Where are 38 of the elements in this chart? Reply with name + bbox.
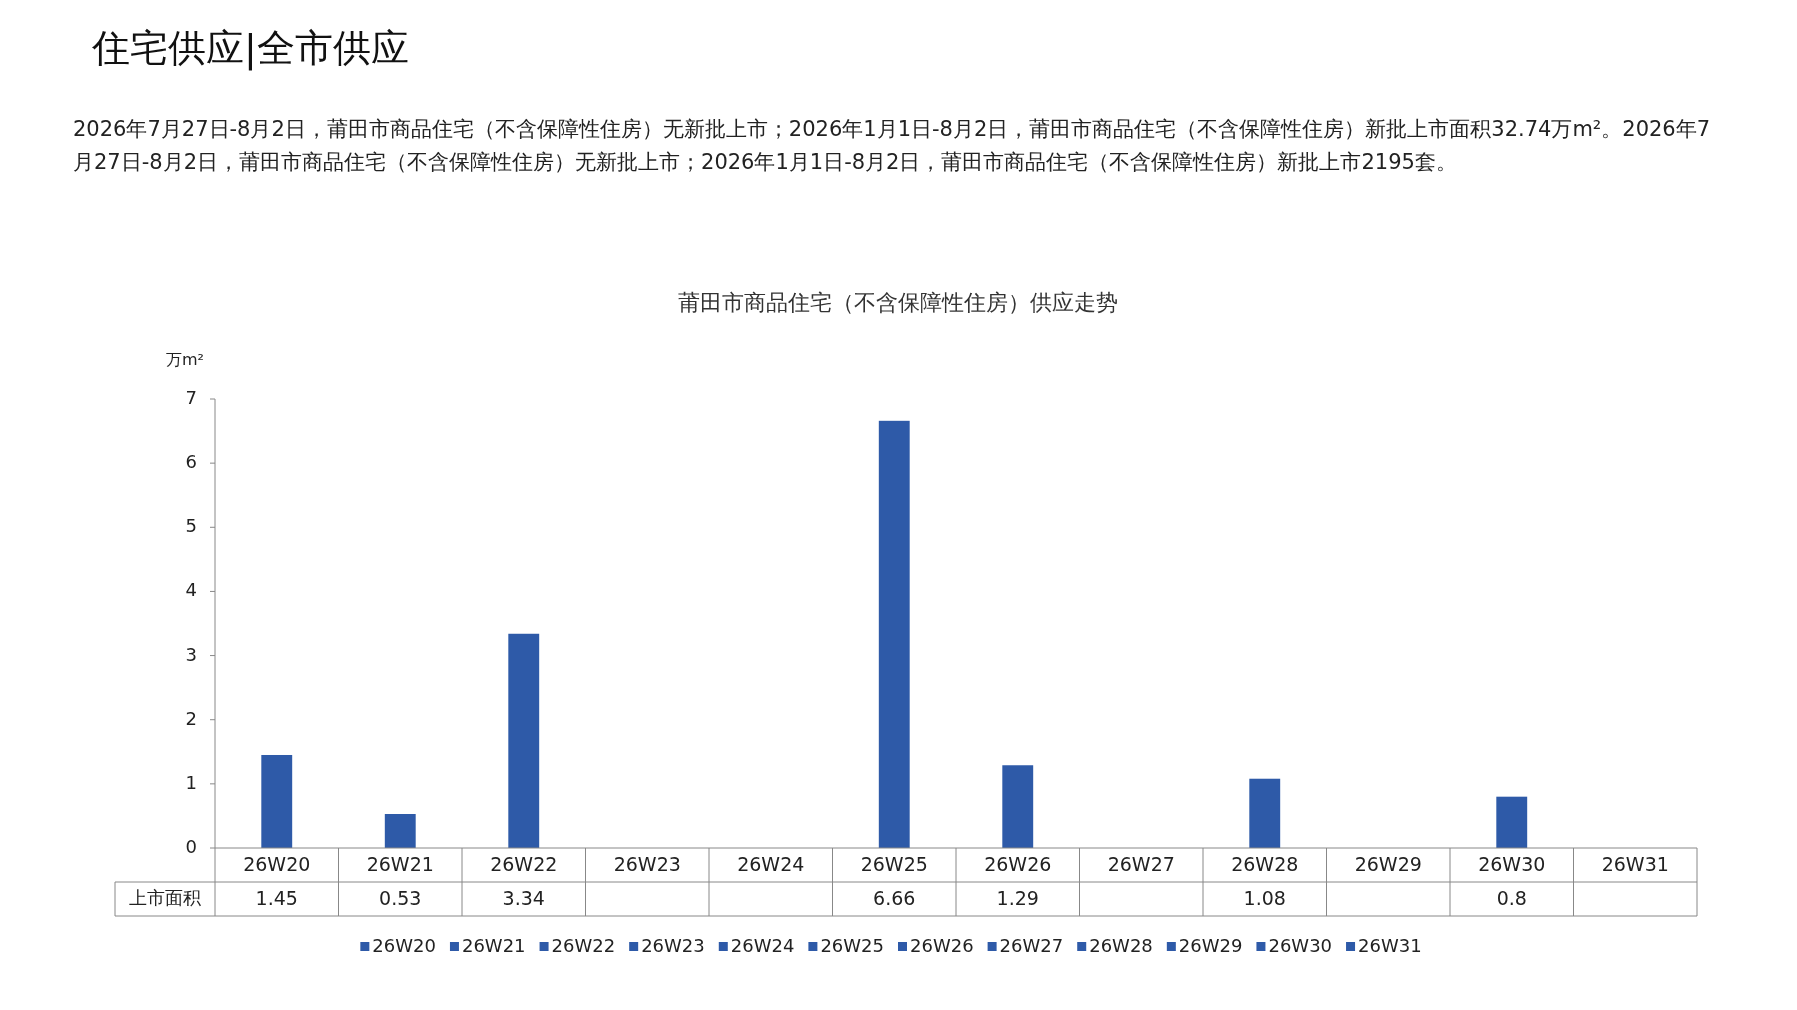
bar — [878, 420, 910, 848]
y-tick-label: 2 — [185, 707, 197, 729]
x-tick-label: 26W28 — [1231, 852, 1299, 875]
x-tick-label: 26W25 — [860, 852, 928, 875]
x-tick-label: 26W23 — [613, 852, 681, 875]
data-label: 3.34 — [502, 886, 545, 909]
bar — [1249, 778, 1281, 848]
y-tick-label: 4 — [185, 579, 197, 601]
y-tick-label: 5 — [185, 515, 197, 537]
x-tick-label: 26W30 — [1478, 852, 1546, 875]
data-label: 0.8 — [1496, 886, 1527, 909]
data-label: 1.08 — [1243, 886, 1286, 909]
bar — [384, 814, 416, 848]
text: 2026年7月27日-8月2日，莆田市商品住宅（不含保障性住房）无新批上市；2026年1月1日-8月2日，莆田市商品住宅（不含保障性住房）新批上市面积32.74万m²。2026年7月27日-8月2日，莆田市商品住宅（不含保障性住房）无新批上市；2026年1月1日-8月2日，莆田市商品住宅（不含保障性住房）新批上市2195套。 — [73, 117, 1711, 174]
x-tick-label: 26W22 — [490, 852, 558, 875]
bar — [1002, 765, 1034, 848]
y-tick-label: 3 — [185, 643, 197, 665]
y-tick-label: 1 — [185, 771, 197, 793]
x-tick-label: 26W21 — [366, 852, 434, 875]
data-label: 6.66 — [873, 886, 916, 909]
y-axis-title: 万m² — [166, 349, 204, 369]
x-tick-label: 26W27 — [1107, 852, 1175, 875]
legend: 26W20 26W21 26W22 26W23 26W24 26W25 26W26 26W27 26W28 26W29 26W30 26W31 — [360, 935, 1422, 956]
text: 住宅供应|全市供应 — [91, 25, 409, 71]
bar — [1496, 796, 1528, 848]
x-tick-label: 26W29 — [1354, 852, 1422, 875]
y-tick-label: 7 — [185, 387, 197, 408]
x-tick-label: 26W20 — [243, 852, 311, 875]
chart-title: 莆田市商品住宅（不含保障性住房）供应走势 — [678, 290, 1118, 315]
bar — [261, 754, 293, 848]
x-tick-label: 26W31 — [1601, 852, 1669, 875]
y-tick-label: 6 — [185, 451, 197, 473]
data-label: 0.53 — [379, 886, 422, 909]
data-label: 1.45 — [255, 886, 298, 909]
data-label: 1.29 — [996, 886, 1039, 909]
x-tick-label: 26W26 — [984, 852, 1052, 875]
bar — [508, 633, 540, 848]
x-tick-label: 26W24 — [737, 852, 805, 875]
